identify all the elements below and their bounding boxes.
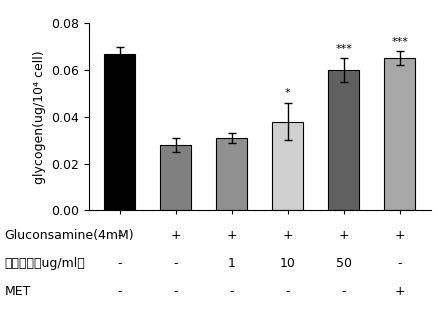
Text: +: +	[170, 229, 181, 242]
Text: Gluconsamine(4mM): Gluconsamine(4mM)	[4, 229, 134, 242]
Bar	[385, 58, 415, 210]
Text: *: *	[285, 88, 290, 98]
Text: -: -	[118, 229, 122, 242]
Bar	[329, 70, 359, 210]
Text: -: -	[341, 285, 346, 298]
Y-axis label: glycogen(ug/10⁴ cell): glycogen(ug/10⁴ cell)	[32, 50, 46, 184]
Text: -: -	[118, 257, 122, 270]
Bar	[216, 138, 247, 210]
Text: 50: 50	[336, 257, 352, 270]
Text: -: -	[118, 285, 122, 298]
Text: MET: MET	[4, 285, 31, 298]
Text: -: -	[285, 285, 290, 298]
Bar	[104, 54, 135, 210]
Text: -: -	[397, 257, 402, 270]
Text: ***: ***	[335, 44, 352, 54]
Text: +: +	[394, 285, 405, 298]
Text: 1: 1	[228, 257, 236, 270]
Bar	[160, 145, 191, 210]
Text: +: +	[282, 229, 293, 242]
Text: ***: ***	[391, 37, 408, 47]
Text: +: +	[338, 229, 349, 242]
Text: -: -	[174, 285, 178, 298]
Bar	[272, 122, 303, 210]
Text: 乙酸乙酩（ug/ml）: 乙酸乙酩（ug/ml）	[4, 257, 85, 270]
Text: -: -	[230, 285, 234, 298]
Text: -: -	[174, 257, 178, 270]
Text: 10: 10	[280, 257, 296, 270]
Text: +: +	[226, 229, 237, 242]
Text: +: +	[394, 229, 405, 242]
